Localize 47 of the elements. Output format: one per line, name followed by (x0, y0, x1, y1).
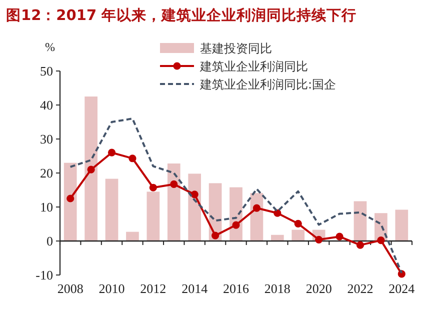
x-tick-label: 2008 (57, 281, 84, 296)
y-tick-label: 20 (40, 166, 53, 180)
bar (84, 96, 98, 241)
legend-label: 建筑业企业利润同比:国企 (199, 78, 336, 92)
point (108, 148, 116, 156)
point (66, 194, 74, 202)
point (377, 236, 385, 244)
bar (395, 210, 408, 241)
point (356, 241, 364, 249)
x-tick-label: 2010 (98, 281, 125, 296)
x-tick-label: 2018 (264, 281, 290, 296)
x-tick-label: 2016 (223, 281, 250, 296)
y-axis-title: % (45, 40, 55, 54)
bar (292, 230, 305, 241)
point (232, 221, 240, 229)
bar (105, 178, 118, 241)
point (294, 220, 302, 228)
bar (354, 201, 367, 241)
point (190, 190, 198, 198)
x-tick-label: 2024 (388, 281, 416, 296)
bar (146, 192, 160, 241)
point (149, 184, 157, 192)
point (336, 232, 344, 240)
y-tick-label: 0 (46, 234, 53, 248)
bar (126, 232, 139, 241)
legend-label: 建筑业企业利润同比 (199, 60, 308, 74)
x-tick-label: 2012 (140, 281, 166, 296)
x-tick-label: 2020 (306, 281, 332, 296)
y-tick-label: 30 (40, 132, 53, 146)
y-tick-label: 50 (40, 64, 53, 78)
bar (270, 234, 284, 241)
y-tick-label: -10 (36, 268, 53, 282)
point (274, 209, 282, 217)
point (170, 180, 178, 188)
point (211, 232, 220, 240)
point (87, 166, 95, 174)
y-tick-label: 40 (40, 98, 53, 112)
chart-title: 图12：2017 年以来，建筑业企业利润同比持续下行 (6, 6, 357, 24)
point (128, 154, 136, 162)
x-tick-label: 2014 (182, 281, 208, 296)
bar (167, 163, 180, 241)
x-tick-label: 2022 (347, 281, 374, 296)
legend-label: 基建投资同比 (200, 42, 272, 56)
y-tick-label: 10 (40, 200, 53, 214)
bar (64, 162, 77, 241)
point (252, 204, 261, 212)
point (315, 236, 323, 244)
